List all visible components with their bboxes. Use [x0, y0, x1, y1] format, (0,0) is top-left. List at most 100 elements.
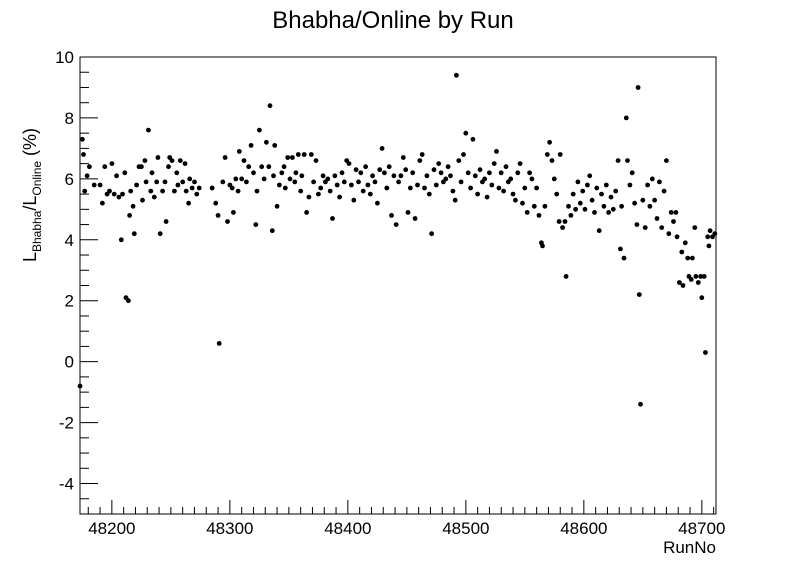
y-tick-label: 0 — [65, 353, 74, 372]
data-point — [603, 182, 609, 188]
y-axis-label-slash: /L — [20, 196, 40, 211]
y-tick-label: 4 — [65, 231, 74, 250]
data-point — [266, 164, 272, 170]
data-point — [534, 185, 539, 191]
data-point — [325, 176, 331, 182]
data-point — [424, 173, 430, 179]
data-point — [551, 176, 557, 182]
data-point — [674, 234, 680, 240]
data-point — [560, 225, 565, 231]
data-point — [384, 185, 390, 191]
data-point — [431, 167, 437, 173]
data-point — [664, 158, 669, 164]
y-tick-label: -2 — [59, 414, 74, 433]
data-point — [241, 158, 247, 164]
data-point — [120, 191, 125, 197]
data-point — [128, 188, 134, 194]
data-point — [592, 210, 597, 215]
data-point — [194, 191, 200, 197]
data-point — [351, 197, 357, 203]
data-point — [436, 161, 442, 167]
data-point — [274, 203, 280, 209]
x-tick-label: 48700 — [678, 519, 725, 538]
data-point — [566, 203, 571, 209]
y-axis-label: LBhabha/LOnline (%) — [20, 128, 44, 262]
data-point — [540, 243, 545, 249]
data-point — [298, 188, 304, 194]
data-point — [244, 179, 249, 185]
data-point — [477, 167, 483, 173]
data-point — [320, 173, 326, 179]
data-point — [131, 231, 137, 237]
data-point — [575, 179, 581, 185]
data-point — [84, 173, 90, 179]
data-point — [174, 170, 180, 176]
data-point — [279, 170, 285, 176]
data-point — [448, 173, 453, 179]
data-point — [157, 231, 163, 237]
data-point — [216, 341, 222, 346]
data-point — [248, 143, 254, 148]
y-axis-label-sub1: Bhabha — [30, 210, 44, 252]
data-point — [281, 164, 287, 170]
data-point — [122, 170, 128, 176]
data-point — [97, 182, 103, 188]
data-point — [142, 158, 148, 164]
data-point — [692, 225, 698, 231]
data-point — [501, 188, 506, 194]
data-point — [304, 210, 309, 215]
data-point — [187, 176, 193, 182]
data-point — [570, 191, 576, 197]
data-point — [429, 231, 434, 237]
data-point — [391, 173, 397, 179]
data-point — [259, 164, 265, 170]
data-point — [213, 200, 219, 206]
data-point — [398, 173, 404, 179]
data-point — [699, 295, 705, 301]
data-point — [282, 185, 288, 191]
data-point — [517, 161, 523, 167]
data-point — [679, 249, 685, 255]
data-point — [82, 188, 88, 194]
data-point — [705, 234, 711, 240]
data-point — [529, 176, 535, 182]
data-point — [251, 170, 256, 176]
data-point — [358, 170, 364, 176]
data-point — [363, 164, 368, 170]
data-point — [87, 164, 92, 170]
data-point — [632, 200, 637, 206]
data-point — [107, 188, 112, 194]
data-point — [155, 155, 161, 160]
data-point — [496, 185, 502, 191]
data-point — [547, 139, 552, 145]
data-point — [293, 170, 299, 176]
data-point — [261, 176, 267, 182]
data-point — [433, 182, 439, 188]
data-point — [408, 185, 413, 191]
data-point — [556, 219, 562, 224]
data-point — [311, 179, 316, 185]
data-point — [267, 103, 273, 109]
data-point — [116, 194, 122, 200]
y-axis: -4 -2 0 2 4 6 8 10 — [55, 48, 98, 515]
data-point — [685, 255, 691, 261]
data-point — [619, 203, 624, 209]
data-point — [542, 203, 548, 209]
data-point — [231, 210, 236, 215]
data-point — [154, 179, 160, 185]
data-point — [134, 182, 140, 188]
data-point — [146, 127, 151, 133]
data-point — [652, 197, 657, 203]
data-point — [680, 283, 686, 288]
data-point — [634, 222, 640, 228]
data-point — [175, 182, 181, 188]
data-point — [308, 152, 314, 157]
data-point — [77, 383, 83, 389]
data-point — [334, 182, 340, 188]
data-point — [100, 200, 105, 206]
data-point — [527, 170, 532, 176]
data-point — [151, 194, 157, 200]
data-point — [463, 130, 469, 136]
data-point — [225, 219, 230, 224]
